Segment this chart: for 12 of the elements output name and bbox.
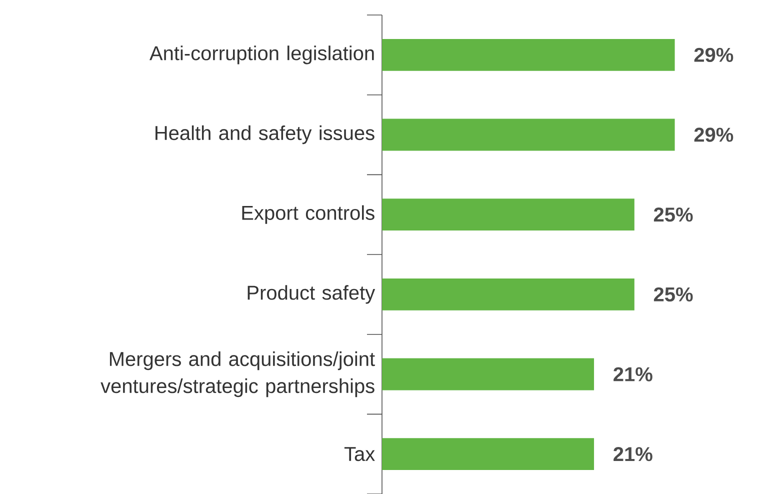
data-label: 25% xyxy=(654,287,693,302)
data-label: 29% xyxy=(694,48,734,62)
y-tick-label: Tax xyxy=(344,447,375,462)
y-tick-label: Anti-corruption legislation xyxy=(150,46,374,64)
y-tick-label: Export controls xyxy=(242,205,374,224)
data-label: 25% xyxy=(654,208,693,222)
data-label: 21% xyxy=(614,447,652,462)
data-label: 21% xyxy=(614,367,652,382)
y-tick-label: Health and safety issues xyxy=(156,125,374,144)
y-tick-label: Product safety xyxy=(248,285,376,304)
data-label: 29% xyxy=(694,128,734,142)
y-tick-label: Mergers and acquisitions/joint ventures/strategic partnerships xyxy=(100,351,375,398)
